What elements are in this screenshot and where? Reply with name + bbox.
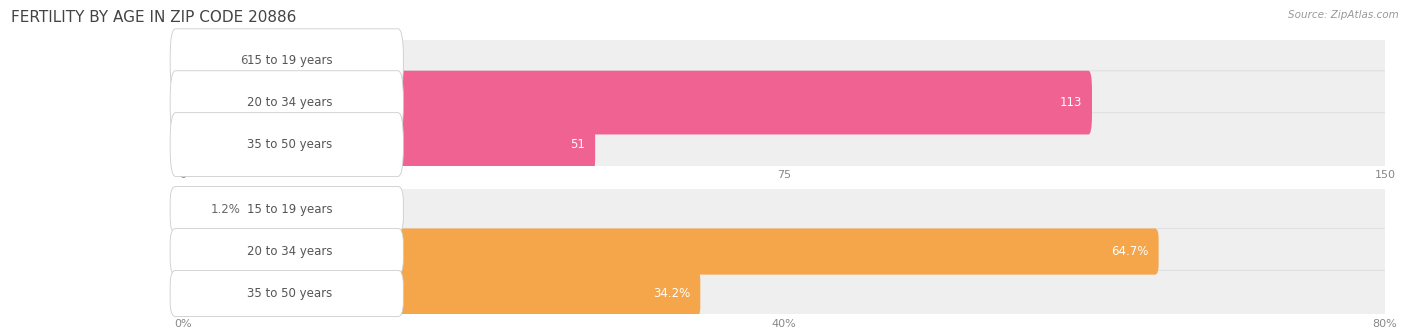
FancyBboxPatch shape [179,228,1389,275]
FancyBboxPatch shape [170,270,404,316]
Text: 6: 6 [240,54,247,67]
Text: FERTILITY BY AGE IN ZIP CODE 20886: FERTILITY BY AGE IN ZIP CODE 20886 [11,10,297,25]
FancyBboxPatch shape [179,187,1389,233]
FancyBboxPatch shape [179,187,204,233]
FancyBboxPatch shape [179,29,1389,93]
Text: 20 to 34 years: 20 to 34 years [247,96,332,109]
FancyBboxPatch shape [170,71,404,134]
FancyBboxPatch shape [170,113,404,176]
Text: 35 to 50 years: 35 to 50 years [247,138,332,151]
Text: 113: 113 [1060,96,1083,109]
Text: 15 to 19 years: 15 to 19 years [246,203,332,216]
FancyBboxPatch shape [179,113,595,176]
Text: 64.7%: 64.7% [1112,245,1149,258]
Text: 51: 51 [571,138,585,151]
Text: 1.2%: 1.2% [211,203,240,216]
FancyBboxPatch shape [179,228,1159,275]
FancyBboxPatch shape [179,29,235,93]
Text: 20 to 34 years: 20 to 34 years [247,245,332,258]
FancyBboxPatch shape [179,270,700,316]
FancyBboxPatch shape [170,187,404,233]
Text: 34.2%: 34.2% [654,287,690,300]
FancyBboxPatch shape [179,71,1389,134]
FancyBboxPatch shape [179,71,1092,134]
Text: 35 to 50 years: 35 to 50 years [247,287,332,300]
FancyBboxPatch shape [170,29,404,93]
FancyBboxPatch shape [179,113,1389,176]
Text: 15 to 19 years: 15 to 19 years [246,54,332,67]
FancyBboxPatch shape [170,228,404,275]
FancyBboxPatch shape [179,270,1389,316]
Text: Source: ZipAtlas.com: Source: ZipAtlas.com [1288,10,1399,20]
